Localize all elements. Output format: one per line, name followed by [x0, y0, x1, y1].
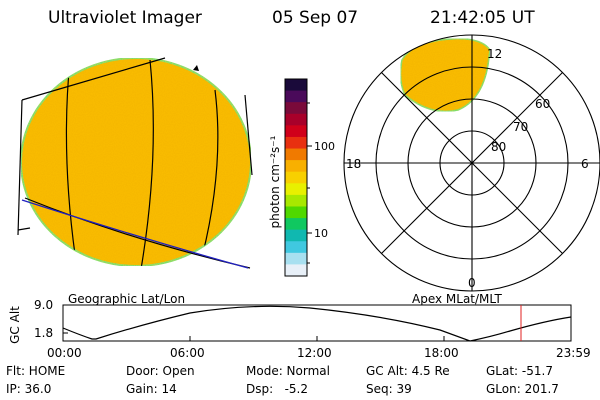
glat-field: GLat: -51.7: [486, 364, 553, 378]
colorbar-band: [285, 113, 307, 126]
colorbar: [284, 78, 312, 277]
colorbar-band: [285, 125, 307, 138]
altitude-ymin: 1.8: [34, 326, 54, 340]
colorbar-band: [285, 229, 307, 242]
time-tick-2359: 23:59: [556, 346, 591, 360]
lat-label-60: 60: [535, 97, 551, 111]
colorbar-band: [285, 183, 307, 196]
auroral-oval-patch: [399, 38, 491, 113]
time-tick-0600: 06:00: [170, 346, 205, 360]
gain-field: Gain: 14: [126, 382, 177, 396]
ip-field: IP: 36.0: [6, 382, 52, 396]
lon-line-3: [199, 89, 219, 266]
sun-marker-icon: [193, 65, 199, 71]
glon-field: GLon: 201.7: [486, 382, 559, 396]
time-tick-0000: 00:00: [47, 346, 82, 360]
colorbar-band: [285, 194, 307, 208]
mlt-label-0: 0: [468, 276, 476, 290]
lon-line-2: [139, 59, 154, 266]
grid-edge-1: [17, 99, 23, 236]
door-field: Door: Open: [126, 364, 195, 378]
colorbar-band: [285, 102, 307, 115]
lat-line-1: [21, 57, 166, 101]
colorbar-tick-100: 100: [314, 140, 335, 153]
polar-ring-60: [375, 66, 569, 260]
colorbar-band: [285, 252, 307, 266]
lat-line-3: [17, 227, 31, 231]
lon-line-1: [65, 59, 79, 266]
dsp-field: Dsp: -5.2: [246, 382, 309, 396]
mode-field: Mode: Normal: [246, 364, 330, 378]
lat-label-80: 80: [491, 140, 507, 154]
lat-label-70: 70: [513, 120, 529, 134]
colorbar-band: [285, 79, 307, 92]
colorbar-band: [285, 241, 307, 254]
colorbar-band: [285, 160, 307, 173]
time-label: 21:42:05 UT: [430, 8, 535, 28]
seq-field: Seq: 39: [366, 382, 412, 396]
colorbar-band: [285, 264, 307, 277]
colorbar-band: [285, 136, 307, 150]
time-tick-1200: 12:00: [297, 346, 332, 360]
polar-ring-outer: [343, 34, 600, 292]
polar-caption: Apex MLat/MLT: [412, 292, 502, 306]
mlt-label-18: 18: [346, 157, 362, 171]
time-tick-1800: 18:00: [424, 346, 459, 360]
colorbar-band: [285, 218, 307, 231]
altitude-axis-label: GC Alt: [7, 306, 22, 344]
geographic-caption: Geographic Lat/Lon: [68, 292, 186, 306]
polar-ring-70: [407, 98, 537, 228]
altitude-curve: [62, 305, 572, 342]
colorbar-band: [285, 171, 307, 184]
colorbar-unit-label: photon cm⁻²s⁻¹: [268, 135, 282, 229]
mlt-label-12: 12: [487, 47, 503, 61]
flt-field: Flt: HOME: [6, 364, 66, 378]
altitude-ymax: 9.0: [34, 298, 54, 312]
terminator-line: [21, 199, 249, 269]
instrument-title: Ultraviolet Imager: [48, 8, 202, 28]
earth-disk: [20, 57, 252, 267]
grid-edge-2: [244, 94, 253, 176]
colorbar-band: [285, 90, 307, 103]
altitude-strip: [62, 304, 572, 342]
date-label: 05 Sep 07: [272, 8, 359, 28]
colorbar-band: [285, 206, 307, 219]
gc-alt-field: GC Alt: 4.5 Re: [366, 364, 450, 378]
colorbar-tick-10: 10: [314, 227, 328, 240]
mlt-label-6: 6: [581, 157, 589, 171]
lat-line-2: [24, 197, 251, 269]
colorbar-band: [285, 148, 307, 161]
